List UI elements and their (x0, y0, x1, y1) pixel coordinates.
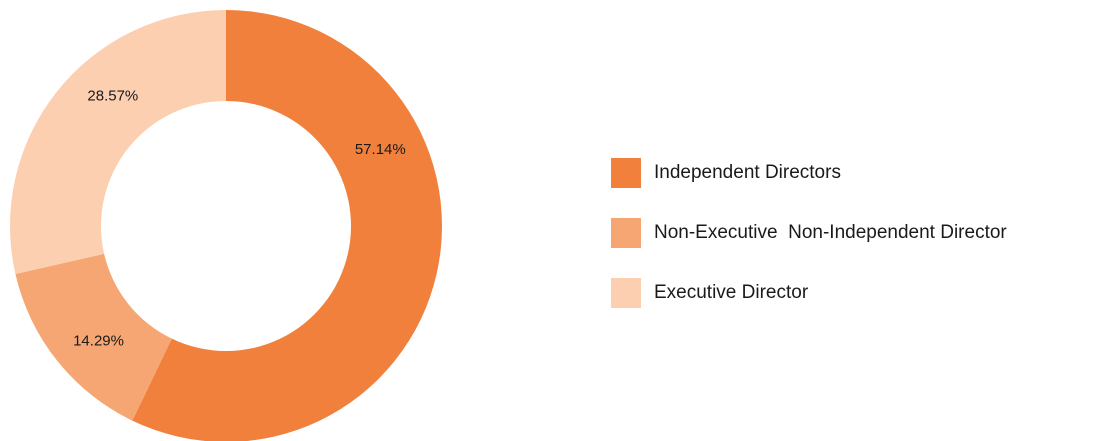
data-label: 14.29% (73, 332, 124, 349)
legend-swatch (611, 278, 641, 308)
legend-label: Independent Directors (654, 162, 841, 183)
data-label: 57.14% (355, 141, 406, 158)
legend-swatch (611, 218, 641, 248)
donut-slice (9, 10, 227, 275)
legend-label: Non-Executive Non-Independent Director (654, 222, 1007, 243)
legend-swatch (611, 158, 641, 188)
donut-slice (132, 10, 443, 441)
legend-label: Executive Director (654, 282, 809, 303)
data-label: 28.57% (87, 87, 138, 104)
donut-slice (15, 253, 172, 421)
